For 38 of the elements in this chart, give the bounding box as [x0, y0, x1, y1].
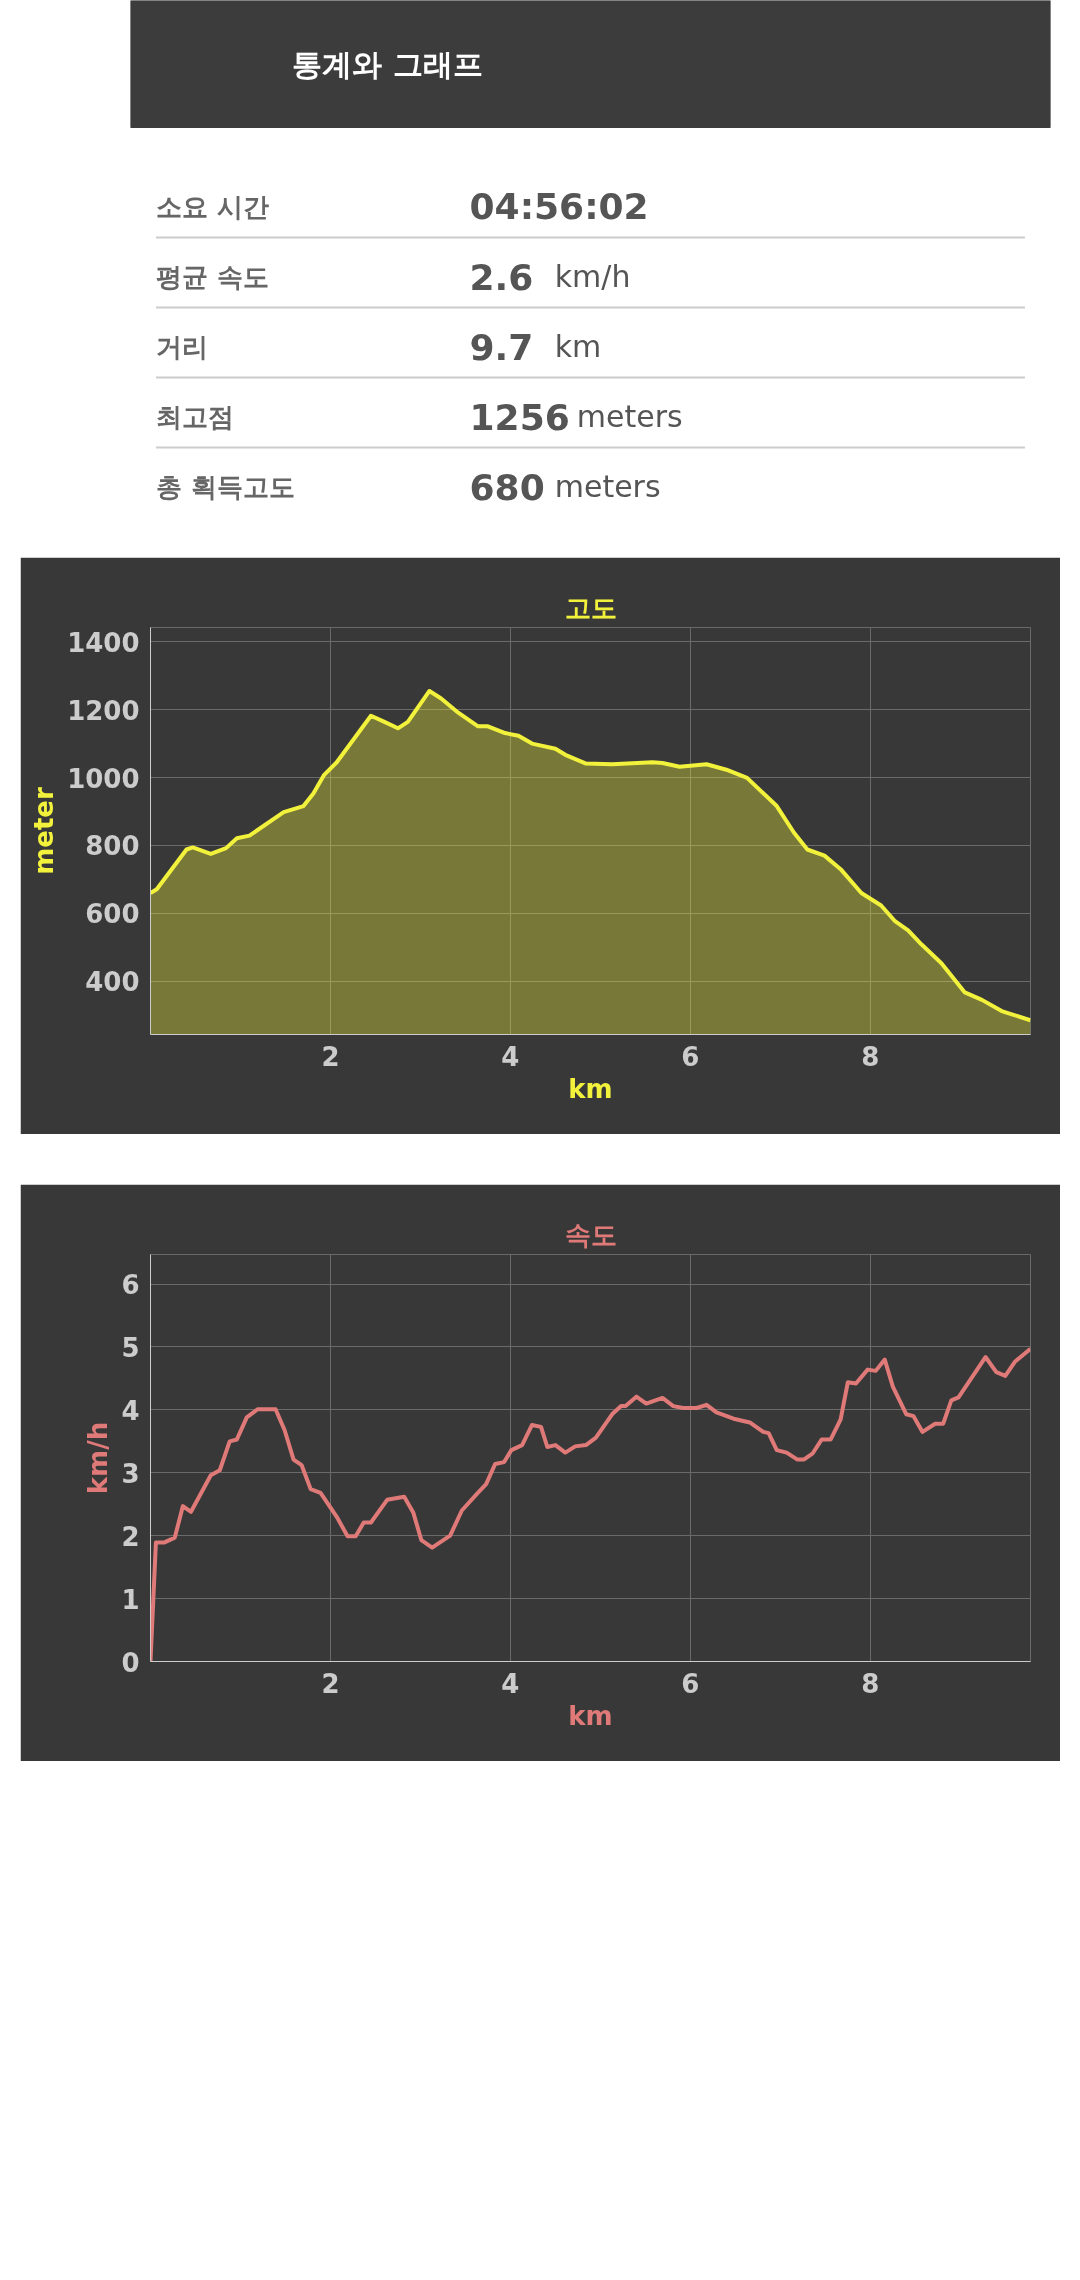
text: 9.7 km	[469, 326, 602, 368]
x-tick-label: 8	[861, 1668, 880, 1699]
y-tick-label: 800	[85, 831, 140, 862]
y-tick-label: 6	[121, 1270, 140, 1301]
y-tick-label: 1000	[67, 763, 140, 794]
x-tick-label: 6	[681, 1041, 700, 1072]
y-tick-label: 3	[121, 1458, 140, 1489]
x-axis-title: km	[568, 1700, 613, 1731]
text: 2.6 km/h	[469, 256, 631, 298]
x-tick-label: 8	[861, 1041, 880, 1072]
y-axis-title: km/h	[83, 1421, 114, 1495]
text: 평균 속도	[156, 261, 270, 292]
text: 총 획득고도	[156, 471, 296, 502]
y-tick-label: 4	[121, 1395, 140, 1426]
x-tick-label: 4	[501, 1668, 520, 1699]
text: 04:56:02	[469, 186, 649, 227]
y-tick-label: 600	[85, 899, 140, 930]
x-tick-label: 4	[501, 1041, 520, 1072]
x-axis-title: km	[568, 1073, 613, 1104]
x-tick-label: 6	[681, 1668, 700, 1699]
y-tick-label: 1200	[67, 695, 140, 726]
x-tick-label: 2	[321, 1041, 340, 1072]
y-tick-label: 0	[121, 1647, 140, 1678]
y-tick-label: 1	[121, 1584, 140, 1615]
y-tick-label: 400	[85, 967, 140, 998]
text: 680 meters	[469, 466, 661, 508]
text: 최고점	[156, 401, 235, 432]
x-tick-label: 2	[321, 1668, 340, 1699]
chart-title: 속도	[564, 1219, 617, 1250]
y-tick-label: 2	[121, 1521, 140, 1552]
text: 1256 meters	[469, 396, 683, 438]
y-axis-title: meter	[29, 787, 60, 875]
y-tick-label: 5	[121, 1332, 140, 1363]
text: 통계와 그래프	[292, 46, 483, 82]
chart-title: 고도	[564, 592, 617, 623]
text: 소요 시간	[156, 191, 270, 222]
y-tick-label: 1400	[67, 627, 140, 658]
text: 거리	[156, 331, 209, 362]
